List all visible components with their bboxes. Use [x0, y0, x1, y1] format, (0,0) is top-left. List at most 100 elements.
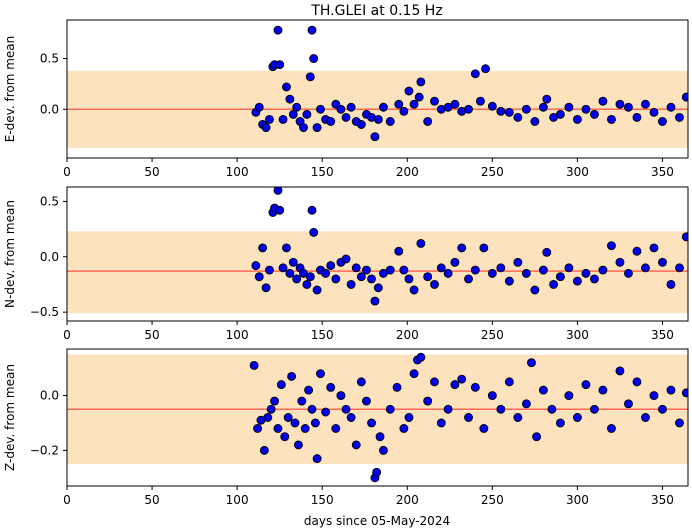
- x-tick-label: 50: [144, 328, 159, 342]
- x-tick-label: 350: [651, 493, 674, 507]
- data-point: [351, 440, 361, 450]
- x-tick-label: 350: [651, 328, 674, 342]
- data-point: [273, 424, 283, 433]
- y-tick-label: −0.2: [30, 443, 59, 457]
- data-point: [254, 272, 264, 282]
- data-point: [470, 265, 480, 275]
- data-point: [527, 358, 536, 368]
- data-point: [282, 243, 291, 253]
- data-point: [504, 276, 514, 286]
- data-point: [309, 54, 319, 64]
- data-point: [632, 377, 642, 387]
- data-point: [341, 112, 351, 122]
- data-point: [253, 424, 262, 433]
- data-point: [283, 413, 293, 422]
- data-point: [632, 246, 642, 256]
- data-point: [530, 117, 540, 126]
- data-point: [392, 382, 402, 392]
- data-point: [581, 268, 591, 278]
- x-tick-label: 100: [226, 165, 249, 179]
- data-point: [351, 263, 361, 273]
- data-point: [385, 117, 395, 126]
- data-point: [336, 104, 346, 114]
- data-point: [487, 391, 497, 401]
- data-point: [572, 114, 582, 124]
- data-point: [356, 272, 366, 282]
- x-tick-label: 350: [651, 165, 674, 179]
- x-tick-label: 300: [566, 328, 589, 342]
- axes-frame: [66, 186, 689, 322]
- data-point: [373, 283, 383, 293]
- data-point: [361, 265, 371, 275]
- data-point: [288, 257, 298, 267]
- data-point: [302, 109, 312, 119]
- data-point: [649, 107, 659, 117]
- data-point: [464, 274, 473, 284]
- data-point: [675, 263, 684, 273]
- data-point: [450, 257, 460, 267]
- y-tick-label: 0.5: [40, 52, 59, 66]
- data-point: [356, 377, 366, 387]
- data-point: [336, 391, 346, 401]
- data-point: [479, 243, 489, 253]
- data-point: [632, 112, 642, 122]
- y-tick-label: −0.5: [30, 305, 59, 319]
- data-point: [615, 366, 625, 376]
- data-point: [258, 243, 268, 253]
- data-point: [572, 276, 582, 286]
- data-point: [430, 280, 439, 289]
- data-point: [675, 112, 684, 122]
- data-point: [273, 25, 283, 35]
- data-point: [399, 424, 409, 433]
- data-point: [598, 96, 608, 106]
- data-point: [331, 424, 341, 433]
- data-point: [487, 101, 497, 111]
- data-point: [266, 404, 276, 414]
- data-point: [521, 399, 531, 409]
- data-point: [470, 382, 480, 392]
- data-point: [251, 261, 261, 271]
- data-point: [300, 424, 310, 433]
- data-point: [589, 274, 599, 284]
- data-point: [416, 77, 426, 87]
- y-tick-label: 0.0: [40, 102, 59, 116]
- data-point: [513, 112, 523, 122]
- chart-title: TH.GLEI at 0.15 Hz: [310, 3, 442, 19]
- data-point: [624, 102, 633, 112]
- data-point: [624, 268, 633, 278]
- data-point: [443, 404, 453, 414]
- data-point: [423, 272, 433, 282]
- data-point: [285, 94, 295, 104]
- data-point: [346, 102, 356, 112]
- data-point: [666, 280, 676, 289]
- data-point: [572, 413, 582, 422]
- data-point: [475, 96, 485, 106]
- data-point: [487, 268, 497, 278]
- data-point: [598, 265, 608, 275]
- data-point: [265, 114, 274, 124]
- data-point: [423, 396, 433, 406]
- data-point: [341, 254, 351, 264]
- data-point: [367, 274, 376, 284]
- data-point: [416, 239, 426, 248]
- data-point: [304, 385, 314, 395]
- x-tick-label: 250: [481, 493, 504, 507]
- data-point: [649, 391, 659, 401]
- data-point: [263, 413, 273, 422]
- x-tick-label: 150: [311, 328, 334, 342]
- data-point: [513, 413, 523, 422]
- data-point: [641, 413, 650, 422]
- data-point: [292, 274, 302, 284]
- data-point: [375, 432, 385, 442]
- data-point: [457, 374, 467, 384]
- panels: 0 50 100 150 200 250 300 350 0.5 0.0 E-dev. from m…: [3, 19, 689, 507]
- data-point: [666, 385, 676, 395]
- data-point: [275, 60, 285, 70]
- data-point: [538, 385, 548, 395]
- data-point: [297, 396, 307, 406]
- data-point: [273, 187, 283, 195]
- data-point: [299, 123, 308, 133]
- x-tick-label: 250: [481, 328, 504, 342]
- data-point: [270, 396, 280, 406]
